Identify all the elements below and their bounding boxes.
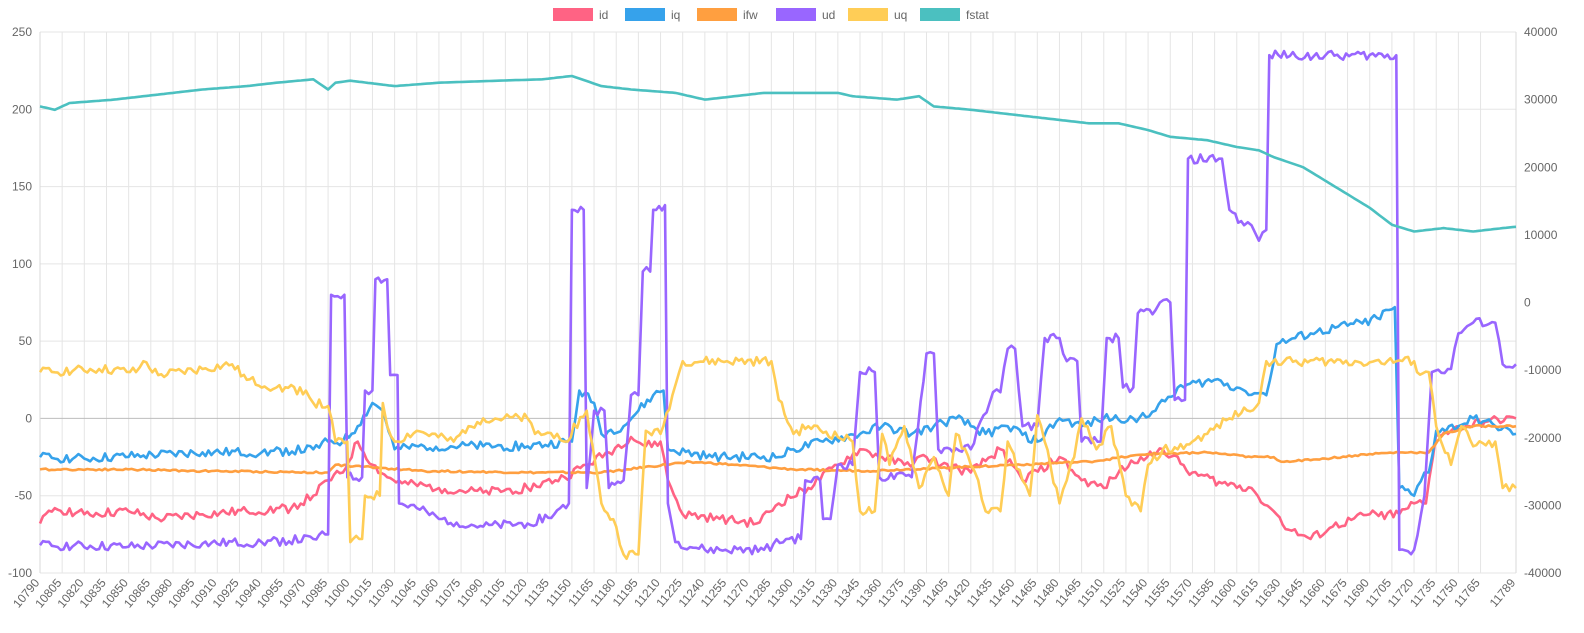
legend-swatch (848, 8, 888, 21)
series-line-ud (38, 49, 1517, 556)
x-tick-label: 11765 (1451, 576, 1483, 610)
y-axis-right: -40000 -30000 -20000 -10000 0 10000 20000 30000… (1524, 25, 1562, 580)
y-right-tick-label: 40000 (1524, 25, 1558, 39)
series-line-iq (38, 305, 1517, 497)
series-line-id (38, 415, 1517, 541)
y-left-tick-label: 250 (12, 25, 32, 39)
legend-label: ud (822, 8, 835, 22)
legend-item-id[interactable]: id (553, 8, 608, 22)
series-line-fstat (39, 74, 1517, 233)
y-left-tick-label: -100 (8, 566, 32, 580)
series-layer (38, 49, 1517, 560)
y-axis-left: -100 -50 0 50 100 150 200 250 (8, 25, 32, 580)
legend-label: uq (894, 8, 907, 22)
legend-item-ifw[interactable]: ifw (697, 8, 758, 22)
y-right-tick-label: 10000 (1524, 228, 1558, 242)
y-right-tick-label: -40000 (1524, 566, 1562, 580)
x-axis: 1079010805108201083510850108651088010895… (10, 576, 1518, 611)
y-right-tick-label: -30000 (1524, 498, 1562, 512)
x-tick-label: 11789 (1487, 576, 1519, 610)
y-left-tick-label: 50 (19, 334, 33, 348)
legend-swatch (553, 8, 593, 21)
y-right-tick-label: -20000 (1524, 431, 1562, 445)
series-line-ifw (39, 423, 1517, 475)
series-line-uq (38, 355, 1517, 560)
y-left-tick-label: 0 (25, 411, 32, 425)
legend-label: ifw (743, 8, 758, 22)
legend-label: iq (671, 8, 680, 22)
y-right-tick-label: 20000 (1524, 160, 1558, 174)
y-right-tick-label: -10000 (1524, 363, 1562, 377)
y-left-tick-label: 200 (12, 102, 32, 116)
x-gridlines (39, 32, 1517, 573)
y-left-tick-label: 100 (12, 257, 32, 271)
y-right-tick-label: 30000 (1524, 93, 1558, 107)
y-gridlines (39, 31, 1517, 574)
legend-item-uq[interactable]: uq (848, 8, 907, 22)
legend-swatch (920, 8, 960, 21)
legend-label: fstat (966, 8, 989, 22)
legend-swatch (625, 8, 665, 21)
legend-swatch (697, 8, 737, 21)
legend-item-ud[interactable]: ud (776, 8, 835, 22)
legend-item-iq[interactable]: iq (625, 8, 680, 22)
legend-item-fstat[interactable]: fstat (920, 8, 989, 22)
y-left-tick-label: -50 (15, 489, 33, 503)
legend-swatch (776, 8, 816, 21)
y-left-tick-label: 150 (12, 180, 32, 194)
legend[interactable]: id iq ifw ud uq fstat (553, 8, 989, 22)
legend-label: id (599, 8, 608, 22)
y-right-tick-label: 0 (1524, 296, 1531, 310)
